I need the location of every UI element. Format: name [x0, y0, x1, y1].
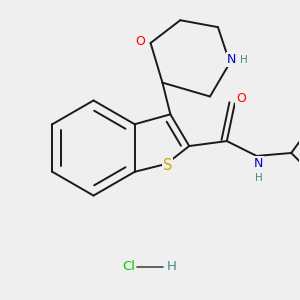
- Text: O: O: [236, 92, 246, 105]
- Text: H: H: [167, 260, 177, 273]
- Text: S: S: [163, 158, 172, 173]
- Text: O: O: [136, 34, 146, 47]
- Text: Cl: Cl: [122, 260, 135, 273]
- Text: N: N: [227, 53, 236, 66]
- Text: H: H: [255, 173, 262, 183]
- Text: H: H: [240, 55, 248, 65]
- Text: N: N: [254, 158, 263, 170]
